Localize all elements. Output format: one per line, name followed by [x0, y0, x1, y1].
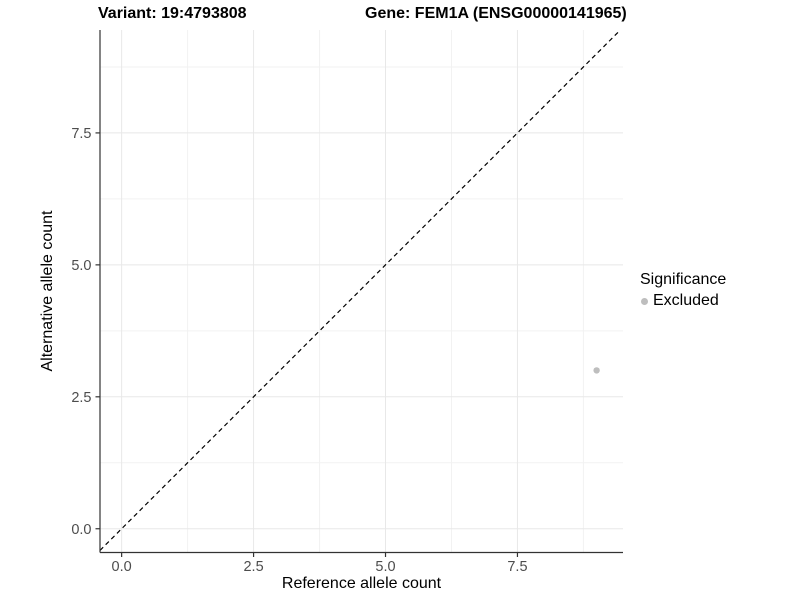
identity-dashed-line — [99, 29, 621, 551]
y-tick-label: 2.5 — [71, 390, 91, 406]
legend-entry-excluded: Excluded — [640, 291, 726, 311]
legend-title: Significance — [640, 271, 727, 288]
x-tick-label: 0.0 — [112, 559, 132, 575]
x-tick-label: 5.0 — [375, 559, 395, 575]
y-tick-label: 0.0 — [71, 522, 91, 538]
legend-key — [636, 293, 652, 309]
variant-title: Variant: 19:4793808 — [98, 5, 247, 22]
gene-title: Gene: FEM1A (ENSG00000141965) — [365, 5, 627, 22]
x-tick-label: 7.5 — [507, 559, 527, 575]
x-tick-label: 2.5 — [243, 559, 263, 575]
x-axis-title: Reference allele count — [281, 575, 442, 592]
y-tick-label: 5.0 — [71, 258, 91, 274]
y-tick-label: 7.5 — [71, 126, 91, 142]
y-axis-title: Alternative allele count — [39, 210, 56, 372]
legend-entry-label: Excluded — [653, 292, 719, 309]
legend: Significance Excluded — [640, 270, 726, 311]
excluded-dot-icon — [640, 297, 648, 305]
data-point — [593, 367, 600, 374]
